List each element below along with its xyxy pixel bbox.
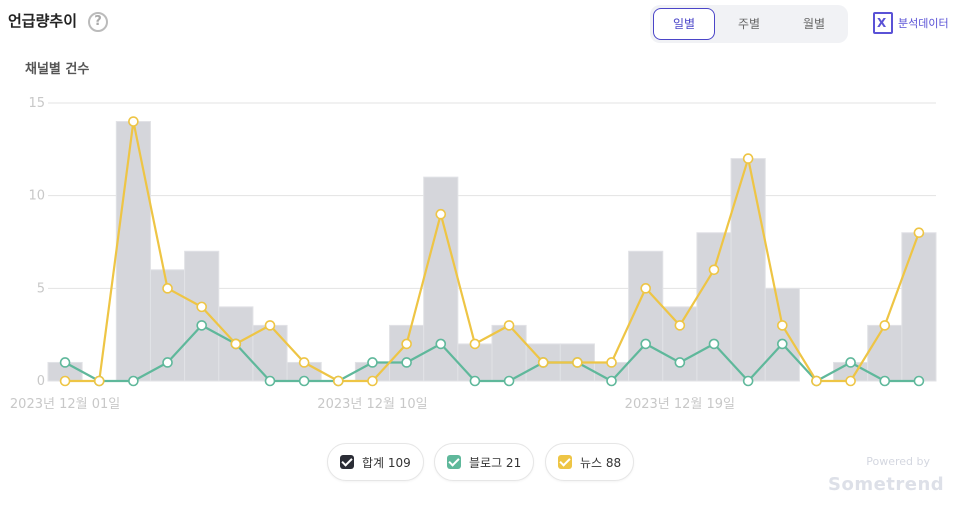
data-point <box>674 320 686 331</box>
data-point <box>230 338 242 350</box>
legend-news-label: 뉴스 88 <box>580 455 622 470</box>
help-icon[interactable]: ? <box>88 12 108 32</box>
data-point <box>572 357 583 368</box>
data-point <box>606 357 617 368</box>
bar-total <box>184 250 220 382</box>
data-point <box>777 320 788 331</box>
line-series-1 <box>65 120 920 383</box>
data-point <box>845 375 856 387</box>
x-tick-label: 2023년 12월 10일 <box>317 397 427 412</box>
data-point <box>879 320 891 331</box>
data-point <box>59 375 71 387</box>
bar-total <box>901 232 937 382</box>
x-tick-labels: 2023년 12월 01일 2023년 12월 10일 2023년 12월 19일 <box>10 397 735 412</box>
export-data-button[interactable]: X 분석데이터 <box>873 12 949 34</box>
data-point <box>503 375 515 387</box>
data-point <box>469 375 481 387</box>
bar-total <box>491 324 527 382</box>
x-tick-label: 2023년 12월 01일 <box>10 397 120 412</box>
data-point <box>777 338 788 350</box>
bar-total <box>867 324 903 382</box>
brand-logo: Sometrend <box>828 474 945 495</box>
bar-total <box>628 250 664 382</box>
bar-total <box>764 287 800 382</box>
bar-total <box>696 232 732 382</box>
bars-total <box>47 121 937 382</box>
checkbox-news[interactable] <box>558 455 572 469</box>
series-points <box>59 116 925 387</box>
tab-monthly[interactable]: 월별 <box>802 17 826 31</box>
data-point <box>59 357 71 368</box>
powered-by-text: Powered by <box>866 455 930 468</box>
bar-total <box>457 343 493 382</box>
excel-icon: X <box>873 12 893 34</box>
y-tick-label: 10 <box>28 189 45 204</box>
data-point <box>708 338 720 350</box>
period-toggle: 일별 주별 월별 <box>650 5 848 43</box>
bar-total <box>662 306 698 382</box>
tab-weekly[interactable]: 주별 <box>737 17 761 31</box>
y-axis-label: 채널별 건수 <box>25 62 90 77</box>
data-point <box>264 320 276 331</box>
y-tick-label: 0 <box>37 374 45 389</box>
data-point <box>401 357 412 368</box>
data-point <box>435 208 447 220</box>
bar-total <box>115 121 151 382</box>
line-series-0 <box>64 324 919 383</box>
legend-news[interactable]: 뉴스 88 <box>545 443 635 481</box>
data-point <box>811 375 822 387</box>
y-tick-label: 15 <box>28 96 45 111</box>
checkbox-total[interactable] <box>340 455 354 469</box>
data-point <box>333 375 344 387</box>
series-lines <box>64 120 920 383</box>
export-data-label: 분석데이터 <box>898 17 949 30</box>
data-point <box>640 283 651 294</box>
data-point <box>367 375 378 387</box>
checkbox-blog[interactable] <box>447 455 461 469</box>
grid-lines <box>48 102 936 289</box>
bar-total <box>252 324 288 382</box>
data-point <box>196 301 207 313</box>
bar-total <box>389 324 425 382</box>
data-point <box>264 375 276 387</box>
data-point <box>708 264 720 276</box>
excel-icon-glyph: X <box>877 16 887 30</box>
data-point <box>367 357 378 368</box>
data-point <box>401 338 412 350</box>
data-point <box>640 338 651 350</box>
data-point <box>913 227 925 239</box>
bar-total <box>730 158 766 382</box>
data-point <box>674 357 686 368</box>
y-tick-label: 5 <box>37 281 45 296</box>
data-point <box>845 357 856 368</box>
page-title: 언급량추이 <box>8 12 78 30</box>
data-point <box>298 357 310 368</box>
data-point <box>93 375 105 387</box>
data-point <box>742 153 754 164</box>
tab-daily[interactable]: 일별 <box>653 8 715 40</box>
data-point <box>162 357 173 368</box>
legend-blog-label: 블로그 21 <box>469 455 522 470</box>
data-point <box>128 375 139 387</box>
data-point <box>435 338 447 350</box>
data-point <box>503 320 515 331</box>
data-point <box>128 116 139 127</box>
data-point <box>606 375 617 387</box>
legend-total-label: 합계 109 <box>362 455 411 470</box>
data-point <box>537 357 549 368</box>
legend-total[interactable]: 합계 109 <box>327 443 424 481</box>
x-tick-label: 2023년 12월 19일 <box>625 397 735 412</box>
data-point <box>742 375 754 387</box>
data-point <box>913 375 925 387</box>
data-point <box>469 338 481 350</box>
data-point <box>196 320 207 331</box>
data-point <box>162 283 173 294</box>
data-point <box>879 375 891 387</box>
legend-blog[interactable]: 블로그 21 <box>434 443 535 481</box>
data-point <box>298 375 310 387</box>
y-tick-labels: 0 5 10 15 <box>28 96 45 389</box>
